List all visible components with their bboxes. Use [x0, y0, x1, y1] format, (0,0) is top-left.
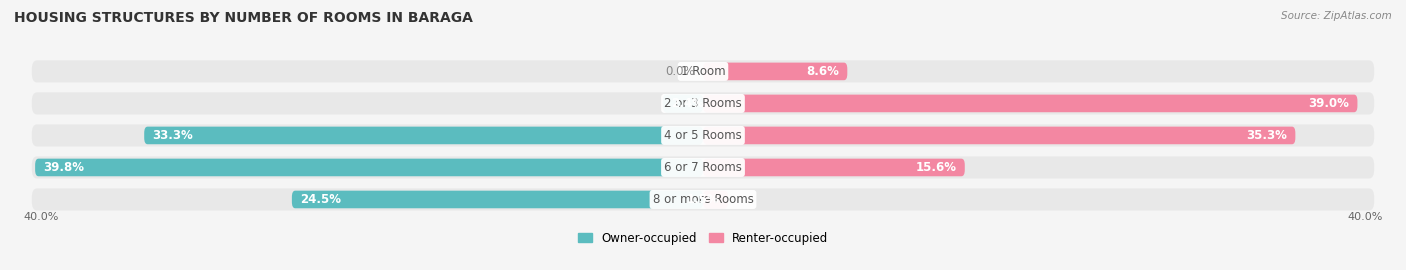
Text: HOUSING STRUCTURES BY NUMBER OF ROOMS IN BARAGA: HOUSING STRUCTURES BY NUMBER OF ROOMS IN…	[14, 11, 472, 25]
FancyBboxPatch shape	[703, 191, 728, 208]
Text: 35.3%: 35.3%	[1246, 129, 1286, 142]
FancyBboxPatch shape	[703, 159, 965, 176]
Text: 4 or 5 Rooms: 4 or 5 Rooms	[664, 129, 742, 142]
FancyBboxPatch shape	[32, 156, 1374, 178]
FancyBboxPatch shape	[32, 124, 1374, 147]
Text: 6 or 7 Rooms: 6 or 7 Rooms	[664, 161, 742, 174]
Text: 8.6%: 8.6%	[806, 65, 839, 78]
Text: 40.0%: 40.0%	[1347, 212, 1382, 222]
Text: 33.3%: 33.3%	[153, 129, 194, 142]
Text: 1.5%: 1.5%	[688, 193, 720, 206]
Text: 24.5%: 24.5%	[301, 193, 342, 206]
Text: 2 or 3 Rooms: 2 or 3 Rooms	[664, 97, 742, 110]
Text: 15.6%: 15.6%	[915, 161, 956, 174]
Legend: Owner-occupied, Renter-occupied: Owner-occupied, Renter-occupied	[572, 227, 834, 249]
Text: 1 Room: 1 Room	[681, 65, 725, 78]
Text: 39.8%: 39.8%	[44, 161, 84, 174]
FancyBboxPatch shape	[662, 94, 703, 112]
FancyBboxPatch shape	[32, 92, 1374, 114]
FancyBboxPatch shape	[35, 159, 703, 176]
Text: 0.0%: 0.0%	[665, 65, 695, 78]
Text: 8 or more Rooms: 8 or more Rooms	[652, 193, 754, 206]
FancyBboxPatch shape	[292, 191, 703, 208]
Text: 40.0%: 40.0%	[24, 212, 59, 222]
Text: 39.0%: 39.0%	[1308, 97, 1348, 110]
FancyBboxPatch shape	[32, 60, 1374, 82]
FancyBboxPatch shape	[703, 127, 1295, 144]
FancyBboxPatch shape	[703, 63, 848, 80]
Text: Source: ZipAtlas.com: Source: ZipAtlas.com	[1281, 11, 1392, 21]
FancyBboxPatch shape	[145, 127, 703, 144]
Text: 2.4%: 2.4%	[671, 97, 704, 110]
FancyBboxPatch shape	[703, 94, 1357, 112]
FancyBboxPatch shape	[32, 188, 1374, 211]
